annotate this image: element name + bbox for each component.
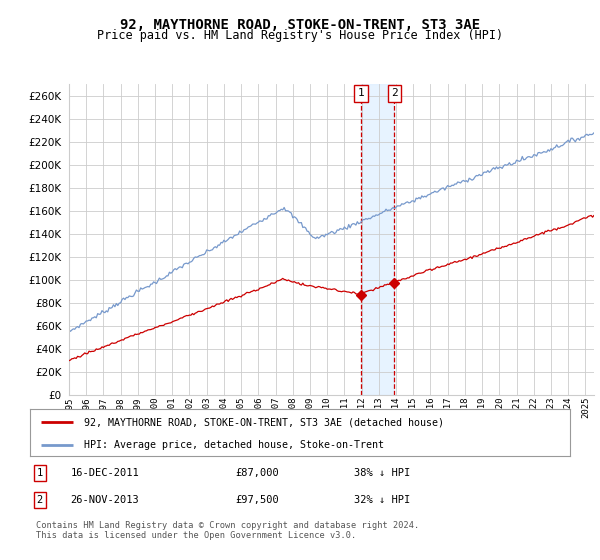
Text: 16-DEC-2011: 16-DEC-2011: [71, 468, 139, 478]
Text: 1: 1: [358, 88, 364, 98]
Text: 2: 2: [391, 88, 398, 98]
Text: Contains HM Land Registry data © Crown copyright and database right 2024.
This d: Contains HM Land Registry data © Crown c…: [37, 521, 420, 540]
Text: £97,500: £97,500: [235, 495, 279, 505]
Text: 2: 2: [37, 495, 43, 505]
Text: 26-NOV-2013: 26-NOV-2013: [71, 495, 139, 505]
Text: 1: 1: [37, 468, 43, 478]
Bar: [361, 84, 394, 395]
Text: 92, MAYTHORNE ROAD, STOKE-ON-TRENT, ST3 3AE: 92, MAYTHORNE ROAD, STOKE-ON-TRENT, ST3 …: [120, 18, 480, 32]
Text: 38% ↓ HPI: 38% ↓ HPI: [354, 468, 410, 478]
Text: HPI: Average price, detached house, Stoke-on-Trent: HPI: Average price, detached house, Stok…: [84, 440, 384, 450]
Text: £87,000: £87,000: [235, 468, 279, 478]
Text: Price paid vs. HM Land Registry's House Price Index (HPI): Price paid vs. HM Land Registry's House …: [97, 29, 503, 42]
Text: 92, MAYTHORNE ROAD, STOKE-ON-TRENT, ST3 3AE (detached house): 92, MAYTHORNE ROAD, STOKE-ON-TRENT, ST3 …: [84, 417, 444, 427]
Text: 32% ↓ HPI: 32% ↓ HPI: [354, 495, 410, 505]
